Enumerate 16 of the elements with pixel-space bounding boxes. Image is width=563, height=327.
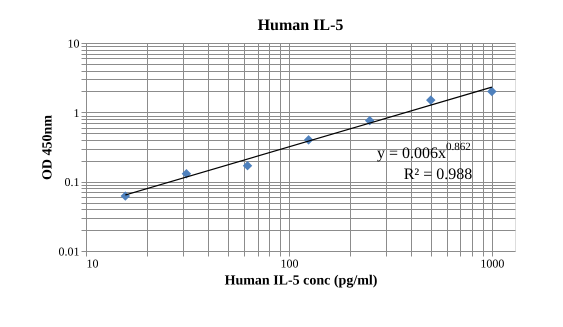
x-tick-label: 100 bbox=[280, 256, 298, 270]
y-tick-label: 0.01 bbox=[58, 244, 80, 258]
x-axis-title: Human IL-5 conc (pg/ml) bbox=[224, 274, 378, 288]
annotation: R² = 0.988 bbox=[404, 166, 472, 183]
y-tick-label: 1 bbox=[74, 106, 80, 120]
point bbox=[242, 160, 252, 170]
point bbox=[120, 191, 130, 201]
point bbox=[426, 95, 436, 105]
x-tick-label: 10 bbox=[86, 256, 98, 270]
y-axis-title: OD 450nm bbox=[40, 114, 56, 180]
y-tick-label: 10 bbox=[68, 36, 80, 50]
y-tick-label: 0.1 bbox=[64, 175, 80, 190]
point bbox=[487, 86, 497, 96]
chart-title: Human IL-5 bbox=[258, 17, 344, 34]
point bbox=[182, 169, 192, 179]
x-tick-label: 1000 bbox=[480, 256, 504, 270]
